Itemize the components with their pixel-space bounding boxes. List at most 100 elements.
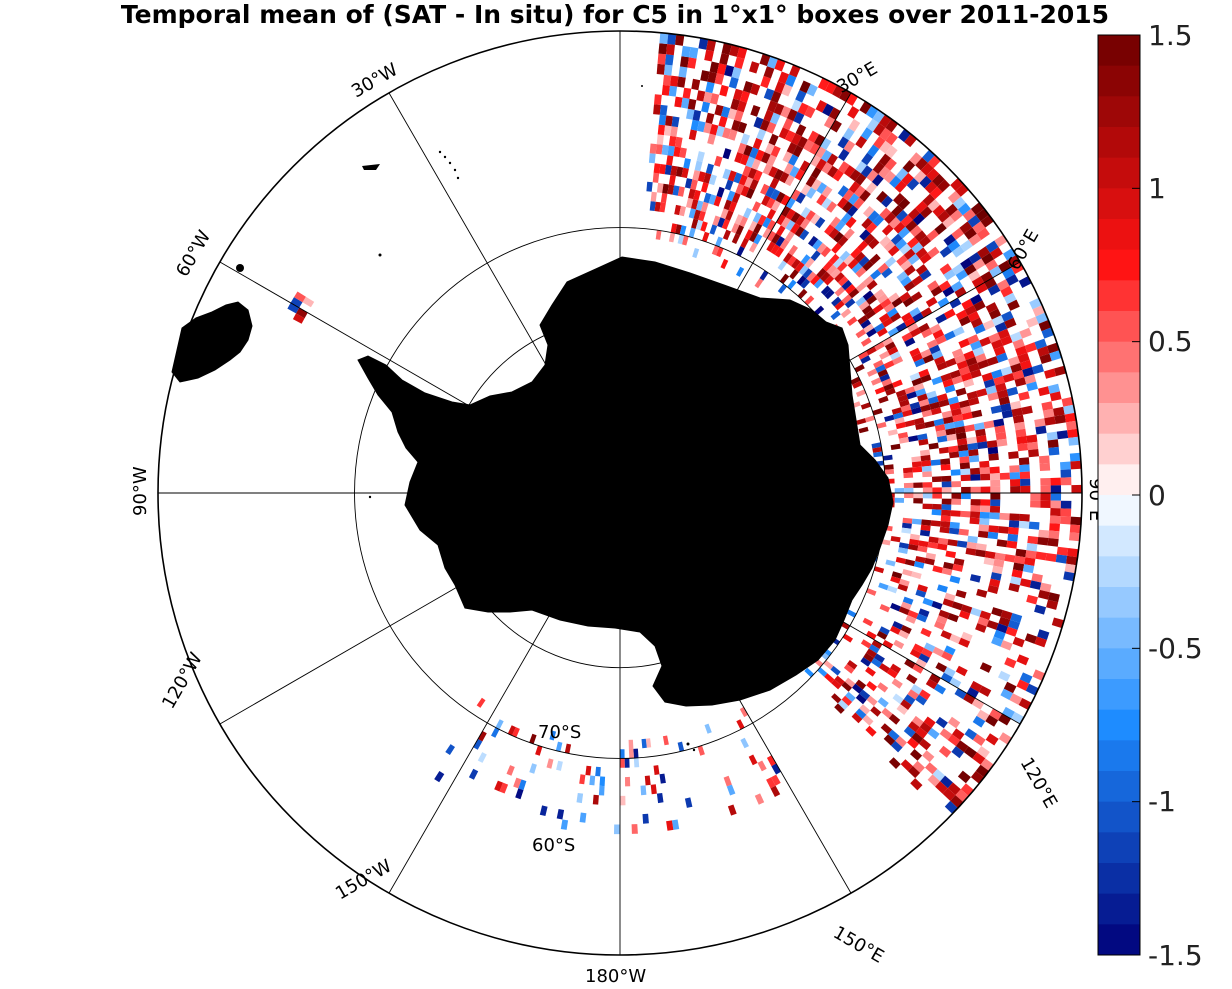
data-cell [935,716,948,729]
data-cell [827,165,839,178]
data-cell [993,559,1005,568]
data-cell [895,238,907,250]
data-cell [990,405,1002,414]
data-cell [904,386,916,395]
data-cell [705,163,714,175]
data-cell [1010,613,1023,623]
data-cell [983,557,995,566]
data-cell [927,246,940,259]
data-cell [872,110,885,124]
data-cell [998,670,1011,682]
data-cell [865,181,878,194]
data-cell [794,169,806,181]
colorbar-ticks [1132,34,1140,956]
data-cell [753,170,763,182]
data-cell [1069,532,1081,542]
data-cell [690,119,700,131]
data-cell [656,182,664,193]
data-cell [797,136,808,149]
data-cell [800,278,811,289]
data-cell [923,716,936,728]
data-cell [887,585,898,594]
colorbar-bin [1098,96,1140,128]
data-cell [947,613,959,623]
data-cell [828,107,841,120]
data-cell [1024,557,1036,566]
data-cell [989,578,1001,588]
data-cell [815,146,827,159]
data-cell [740,154,750,166]
data-cell [668,232,676,243]
data-cell [736,719,745,730]
data-cell [585,765,592,776]
meridian-line [388,567,578,894]
data-cell [1049,350,1062,361]
data-cell [951,280,964,292]
data-cell [960,510,971,518]
data-cell [908,435,919,442]
data-cell [820,285,832,296]
data-cell [940,515,951,522]
data-cell [1005,626,1018,637]
data-cell [929,186,943,200]
data-cell [932,646,945,657]
data-cell [744,176,754,188]
data-cell [761,195,771,207]
data-cell [665,115,673,127]
lon-label-90w: 90°W [130,466,151,516]
data-cell [950,209,963,222]
data-cell [535,745,543,756]
data-cell [875,364,886,373]
colorbar-bin [1098,924,1140,956]
data-cell [830,310,841,321]
data-cell [942,788,956,801]
data-cell [735,183,745,195]
data-cell [913,498,923,504]
data-cell [900,404,912,413]
data-cell [951,601,963,611]
data-cell [1047,439,1059,448]
colorbar-bin [1098,863,1140,895]
data-cell [944,330,956,341]
data-cell [958,399,970,409]
data-cell [855,281,867,293]
data-cell [937,297,950,308]
data-cell [654,94,662,105]
data-cell [978,524,989,532]
data-cell [693,209,701,220]
data-cell [860,165,873,178]
data-cell [762,217,772,229]
data-cell [996,438,1008,447]
data-cell [766,230,776,242]
data-cell [833,257,844,269]
data-cell [855,161,867,174]
data-cell [665,54,674,66]
data-cell [884,414,895,422]
data-cell [924,420,935,429]
data-cell [876,630,888,640]
data-cell [804,295,815,306]
data-cell [752,137,763,150]
data-cell [980,271,994,283]
data-cell [888,245,900,257]
data-cell [986,440,998,448]
data-cell [666,44,675,56]
data-cell [879,604,891,613]
data-cell [977,530,989,539]
data-cell [991,607,1003,617]
data-cell [800,254,811,265]
data-cell [915,422,926,430]
data-cell [677,741,685,752]
data-cell [895,422,906,430]
data-cell [845,691,856,702]
data-cell [1011,262,1025,275]
data-cell [885,145,898,159]
data-cell [998,713,1011,726]
data-cell [768,166,779,178]
data-cell [1019,578,1032,588]
data-cell [749,147,759,159]
data-cell [1037,629,1050,640]
data-cell [894,180,907,193]
data-cell [1017,443,1029,452]
data-cell [927,396,939,405]
